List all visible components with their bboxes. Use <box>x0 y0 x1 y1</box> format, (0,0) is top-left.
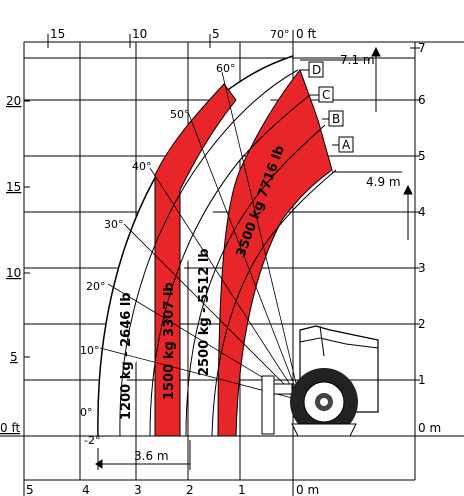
angle-minus-2: -2° <box>84 434 100 447</box>
angle-30: 30° <box>104 218 124 231</box>
extension-arcs <box>119 69 337 437</box>
ft-top-0: 0 ft <box>296 27 316 41</box>
dimension-arrows <box>95 46 413 470</box>
ft-left-0: 0 ft <box>0 421 20 435</box>
angle-50: 50° <box>170 108 190 121</box>
marker-label-d: D <box>312 63 321 77</box>
m-right-4: 4 <box>418 205 426 219</box>
angle-60: 60° <box>216 62 236 75</box>
m-right-5: 5 <box>418 149 426 163</box>
ft-top-5: 5 <box>212 27 220 41</box>
m-bottom-0: 0 m <box>296 483 319 496</box>
m-bottom-5: 5 <box>26 483 34 496</box>
marker-label-c: C <box>322 88 330 102</box>
ft-top-15: 15 <box>50 27 65 41</box>
ft-left-10: 10 <box>6 266 21 280</box>
m-bottom-4: 4 <box>82 483 90 496</box>
ft-left-5: 5 <box>10 350 18 364</box>
ft-top-10: 10 <box>132 27 147 41</box>
max-height-label: 7.1 m <box>340 53 375 67</box>
ft-left-15: 15 <box>6 180 21 194</box>
reach-below-label: 3.6 m <box>134 449 169 463</box>
angle-70: 70° <box>270 28 290 41</box>
marker-label-a: A <box>342 138 351 152</box>
angle-10: 10° <box>80 344 100 357</box>
m-right-0: 0 m <box>418 421 441 435</box>
m-right-1: 1 <box>418 373 426 387</box>
angle-40: 40° <box>132 160 152 173</box>
m-bottom-1: 1 <box>238 483 246 496</box>
machine-drawing <box>261 325 379 437</box>
m-right-2: 2 <box>418 317 426 331</box>
m-bottom-2: 2 <box>186 483 194 496</box>
ft-left-20: 20 <box>6 94 21 108</box>
zone-3500 <box>217 68 333 437</box>
angle-20: 20° <box>86 280 106 293</box>
height-a-label: 4.9 m <box>366 175 401 189</box>
load-label-1200: 1200 kg - 2646 lb <box>119 292 134 420</box>
load-label-2500: 2500 kg - 5512 lb <box>197 248 212 376</box>
marker-label-b: B <box>332 112 340 126</box>
load-label-1500: 1500 kg 3307 lb <box>162 282 177 400</box>
m-bottom-3: 3 <box>134 483 142 496</box>
m-right-7: 7 <box>418 41 426 55</box>
m-right-6: 6 <box>418 93 426 107</box>
extension-markers: A B C D <box>300 61 354 153</box>
m-right-3: 3 <box>418 261 426 275</box>
zone-1500 <box>154 83 237 437</box>
angle-0: 0° <box>80 406 93 419</box>
axis-ticks <box>24 34 420 381</box>
